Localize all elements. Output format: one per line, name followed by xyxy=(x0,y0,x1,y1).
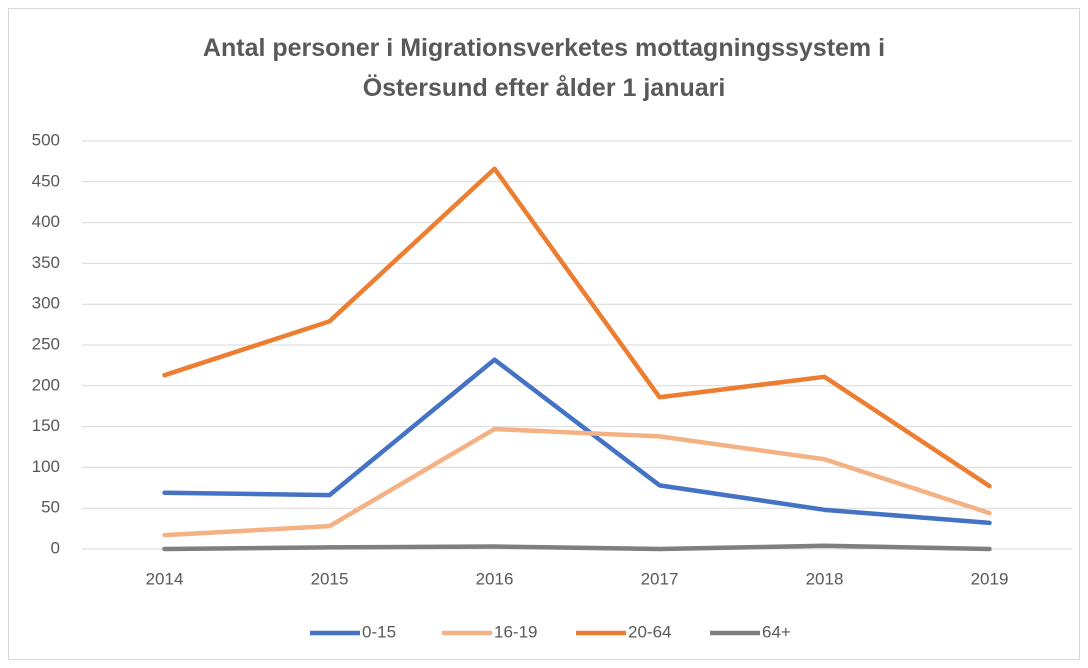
y-tick-label: 300 xyxy=(32,294,60,313)
series-line xyxy=(162,543,992,552)
x-tick-label: 2014 xyxy=(146,569,184,588)
y-tick-label: 400 xyxy=(32,212,60,231)
y-tick-label: 250 xyxy=(32,334,60,353)
y-tick-label: 500 xyxy=(32,130,60,149)
x-tick-label: 2015 xyxy=(311,569,349,588)
x-tick-label: 2019 xyxy=(971,569,1009,588)
x-tick-label: 2018 xyxy=(806,569,844,588)
series-line xyxy=(162,426,992,538)
y-tick-label: 450 xyxy=(32,171,60,190)
y-tick-label: 100 xyxy=(32,457,60,476)
chart-title: Antal personer i Migrationsverketes mott… xyxy=(202,34,886,102)
y-tick-label: 200 xyxy=(32,375,60,394)
y-tick-label: 0 xyxy=(51,538,60,557)
series-line xyxy=(162,166,992,489)
y-tick-label: 50 xyxy=(41,498,60,517)
y-tick-label: 350 xyxy=(32,253,60,272)
legend-label: 20-64 xyxy=(628,622,671,641)
x-tick-label: 2016 xyxy=(476,569,514,588)
x-tick-label: 2017 xyxy=(641,569,679,588)
legend-label: 16-19 xyxy=(494,622,537,641)
y-tick-label: 150 xyxy=(32,416,60,435)
series-line xyxy=(162,357,992,526)
legend-label: 0-15 xyxy=(362,622,396,641)
legend-label: 64+ xyxy=(762,622,791,641)
